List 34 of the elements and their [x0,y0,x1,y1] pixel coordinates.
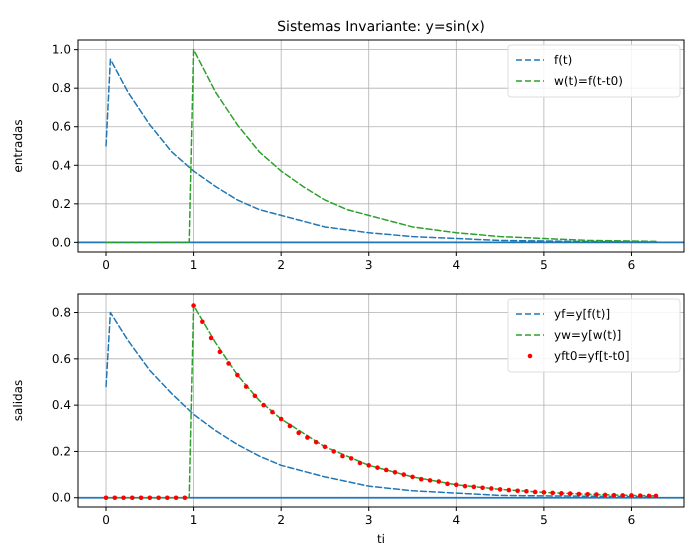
legend-label: yf=y[f(t)] [554,307,610,321]
x-tick-label: 3 [364,513,373,527]
y-tick-label: 0.6 [52,352,71,366]
y-tick-label: 0.8 [52,81,71,96]
x-tick-label: 6 [628,513,636,527]
legend-label: yw=y[w(t)] [554,328,622,342]
x-tick-label: 2 [277,258,285,272]
x-tick-label: 2 [277,513,285,527]
x-axis-title: ti [376,532,386,546]
y-tick-label: 0.4 [52,158,71,172]
y-axis-title: salidas [11,380,25,422]
x-tick-label: 5 [540,258,548,272]
y-tick-label: 0.2 [52,444,71,458]
x-tick-label: 6 [628,258,636,272]
y-tick-label: 0.0 [52,235,71,250]
y-tick-label: 0.6 [52,120,71,134]
x-tick-label: 0 [102,513,110,527]
x-tick-label: 4 [452,258,460,272]
legend-label: yft0=yf[t-t0] [554,349,630,363]
x-tick-label: 1 [190,258,198,272]
x-tick-label: 3 [364,258,373,272]
x-tick-label: 4 [452,513,460,527]
y-tick-label: 1.0 [52,42,71,57]
x-tick-label: 5 [540,513,548,527]
y-tick-label: 0.0 [52,490,71,505]
y-axis-title: entradas [11,119,25,173]
y-tick-label: 0.2 [52,196,71,211]
legend-label: w(t)=f(t-t0) [554,74,623,88]
x-tick-label: 1 [190,513,198,527]
y-tick-label: 0.8 [52,306,71,320]
legend-label: f(t) [554,53,572,67]
chart-title: Sistemas Invariante: y=sin(x) [277,19,485,35]
y-tick-label: 0.4 [52,398,71,412]
x-tick-label: 0 [102,258,110,272]
